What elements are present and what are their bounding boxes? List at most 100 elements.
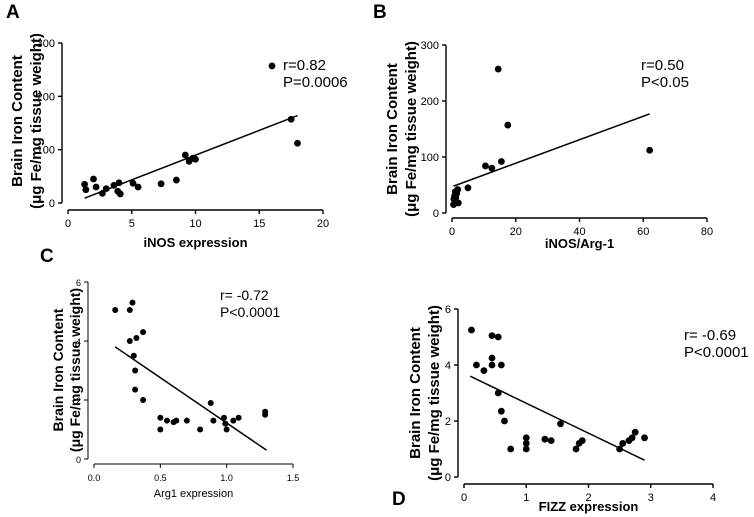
x-tick-label-b: 60 — [637, 226, 649, 238]
data-point-c — [130, 352, 137, 359]
data-point-d — [473, 361, 480, 369]
data-point-d — [468, 326, 475, 334]
panel-c: C 0 2 4 6 0.0 0.5 1.0 1.5 Brain Iron Content(μg F… — [40, 246, 299, 500]
y-tick-label-d: 6 — [445, 304, 451, 316]
data-point-d — [631, 428, 639, 436]
data-point-d — [578, 437, 586, 444]
y-axis-title-line1-b: Brain Iron Content — [384, 63, 401, 195]
data-point-a — [92, 183, 100, 191]
y-axis-title-line1-a: Brain Iron Content — [9, 55, 26, 187]
data-point-a — [172, 176, 180, 184]
data-point-c — [126, 338, 133, 344]
x-tick-label-d: 2 — [585, 492, 591, 504]
data-point-d — [497, 361, 505, 369]
data-point-a — [116, 190, 124, 198]
data-point-d — [488, 332, 496, 339]
data-point-c — [140, 329, 147, 336]
data-point-b — [454, 186, 462, 193]
data-point-c — [210, 417, 217, 424]
data-point-a — [82, 186, 90, 194]
data-point-c — [157, 414, 164, 421]
data-point-d — [557, 420, 564, 428]
data-point-c — [133, 335, 140, 342]
y-tick-label-c: 4 — [76, 337, 81, 347]
x-tick-label-b: 20 — [510, 226, 522, 238]
data-point-d — [488, 354, 496, 362]
panel-b: B 0 100 200 300 0 20 40 60 80 Brain Iron Content (μ… — [373, 2, 713, 251]
x-tick-label-d: 4 — [710, 492, 716, 504]
data-point-a — [192, 155, 199, 163]
y-tick-label-a: 300 — [37, 38, 55, 50]
y-tick-label-d: 2 — [445, 416, 451, 428]
stat-r-d: r= -0.69 — [684, 327, 736, 344]
x-axis-title-a: iNOS expression — [143, 235, 247, 250]
y-tick-label-c: 2 — [76, 396, 81, 406]
y-tick-label-a: 200 — [37, 91, 55, 103]
data-point-c — [132, 386, 139, 393]
data-point-a — [102, 185, 110, 193]
data-point-d — [488, 361, 496, 369]
data-point-c — [140, 397, 147, 403]
data-point-c — [183, 417, 190, 424]
x-tick-label-d: 3 — [648, 492, 654, 504]
x-tick-label-c: 0.5 — [154, 473, 167, 483]
y-axis-title-c: Brain Iron Content(μg Fe/mg tissue weigh… — [50, 288, 83, 452]
panel-a: A 0 100 200 300 0 5 10 15 20 Brain Iron Content (μg… — [6, 2, 348, 250]
data-point-b — [494, 65, 502, 73]
x-tick-label-b: 40 — [573, 226, 585, 238]
data-point-c — [173, 417, 180, 424]
y-axis-title-line2-b: (μg Fe/mg tissue weight) — [403, 41, 420, 217]
y-tick-label-d: 4 — [445, 360, 451, 372]
y-axis-title-line1-c: Brain Iron Content — [50, 308, 66, 431]
data-point-c — [163, 417, 170, 424]
y-axis-title-line1-d: Brain Iron Content — [407, 327, 424, 459]
panel-label-c: C — [40, 246, 54, 267]
data-point-d — [628, 434, 636, 442]
data-point-c — [132, 367, 139, 374]
data-point-d — [547, 437, 555, 444]
regression-line-c — [114, 346, 267, 451]
stat-r-a: r=0.82 — [283, 57, 326, 74]
data-point-c — [223, 426, 230, 433]
data-point-b — [454, 199, 462, 207]
data-point-c — [126, 307, 133, 314]
data-point-b — [504, 121, 512, 129]
data-point-a — [181, 151, 189, 159]
x-axis-title-c: Arg1 expression — [154, 488, 234, 500]
data-point-a — [110, 182, 118, 189]
x-tick-label-d: 0 — [461, 492, 467, 504]
data-point-d — [501, 417, 508, 425]
data-point-a — [81, 180, 88, 188]
stat-p-b: P<0.05 — [641, 74, 689, 91]
stat-p-d: P<0.0001 — [684, 344, 749, 361]
data-point-d — [494, 333, 502, 341]
y-tick-label-c: 6 — [76, 278, 81, 288]
panel-label-a: A — [6, 2, 20, 23]
data-point-d — [616, 445, 624, 453]
y-tick-label-b: 0 — [433, 208, 439, 220]
data-point-c — [129, 299, 136, 306]
data-point-a — [115, 179, 123, 187]
panel-label-b: B — [373, 2, 387, 23]
data-point-a — [157, 180, 165, 188]
data-point-d — [522, 440, 530, 447]
y-tick-label-a: 0 — [49, 198, 55, 210]
data-point-a — [294, 139, 301, 147]
data-point-a — [129, 179, 137, 187]
data-point-a — [134, 183, 142, 191]
data-point-c — [112, 307, 119, 314]
data-point-a — [287, 115, 295, 123]
y-axis-title-line2-a: (μg Fe/mg tissue weight) — [28, 33, 45, 209]
y-axis-title-line2-d: (μg Fe/mg tissue weight) — [426, 305, 443, 481]
data-point-d — [619, 440, 627, 447]
y-tick-label-d: 0 — [445, 472, 451, 484]
x-tick-label-a: 20 — [317, 218, 329, 230]
data-point-c — [197, 426, 204, 433]
data-point-d — [522, 445, 530, 453]
stat-r-c: r= -0.72 — [220, 287, 269, 303]
x-axis-title-b: iNOS/Arg-1 — [545, 236, 614, 251]
stat-r-b: r=0.50 — [641, 57, 684, 74]
y-axis-title-d: Brain Iron Content (μg Fe/mg tissue weigh… — [407, 305, 443, 481]
data-point-c — [207, 399, 214, 406]
